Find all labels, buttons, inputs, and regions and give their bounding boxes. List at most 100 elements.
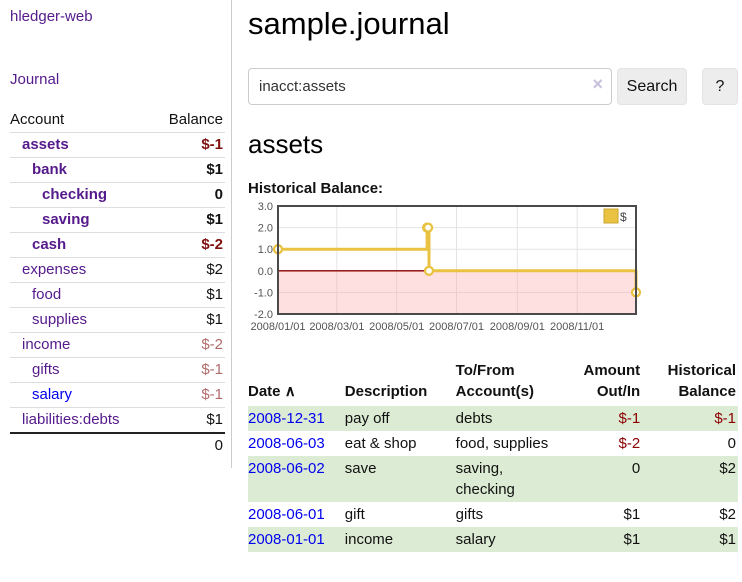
account-link-cash[interactable]: cash (32, 236, 67, 253)
transaction-balance: $2 (719, 506, 736, 523)
account-heading: assets (248, 129, 324, 159)
main-content: sample.journal × Search ? assets Histori… (232, 0, 742, 552)
transaction-description: gift (344, 506, 365, 523)
transaction-date-link[interactable]: 2008-06-02 (248, 460, 325, 477)
account-row: expenses $2 (10, 257, 225, 283)
search-button[interactable]: Search (617, 68, 687, 105)
transaction-amount: $-2 (618, 435, 641, 452)
account-balance: $1 (206, 311, 223, 328)
sidebar: hledger-web Journal Account Balance asse… (0, 0, 232, 468)
page-title: sample.journal (248, 6, 450, 41)
account-balance: $-2 (201, 336, 223, 353)
search-form: × Search ? (248, 68, 738, 105)
transaction-accounts: debts (455, 410, 493, 427)
account-row: saving $1 (10, 207, 225, 233)
transaction-accounts: salary (455, 531, 496, 548)
account-row: checking 0 (10, 182, 225, 208)
table-row: 2008-12-31 pay off debts $-1 $-1 (248, 406, 738, 431)
app-title-link[interactable]: hledger-web (10, 8, 93, 25)
chart-label: Historical Balance: (248, 180, 384, 197)
transaction-description: pay off (344, 410, 390, 427)
table-row: 2008-06-01 gift gifts $1 $2 (248, 502, 738, 527)
accounts-header-account: Account (10, 111, 65, 128)
account-row: food $1 (10, 282, 225, 308)
register-table: Date ∧ Description To/From Account(s) Am… (248, 360, 738, 552)
transaction-amount: $1 (623, 531, 641, 548)
svg-text:$: $ (620, 210, 627, 224)
search-input[interactable] (248, 68, 612, 105)
transaction-accounts: saving, checking (455, 460, 515, 498)
transaction-date-link[interactable]: 2008-06-01 (248, 506, 325, 523)
register-header-description: Description (344, 383, 428, 400)
transaction-description: income (344, 531, 394, 548)
transaction-description: save (344, 460, 377, 477)
accounts-header-balance: Balance (168, 111, 223, 128)
account-balance: $1 (206, 211, 223, 228)
table-row: 2008-01-01 income salary $1 $1 (248, 527, 738, 552)
register-header-accounts: To/From Account(s) (455, 362, 535, 400)
transaction-date-link[interactable]: 2008-06-03 (248, 435, 325, 452)
transaction-balance: $-1 (714, 410, 736, 427)
sort-ascending-icon: ∧ (284, 383, 296, 400)
register-header-amount: Amount Out/In (583, 362, 641, 400)
account-row: supplies $1 (10, 307, 225, 333)
svg-text:2008/03/01: 2008/03/01 (309, 321, 364, 333)
account-link-checking[interactable]: checking (42, 186, 108, 203)
svg-text:2008/09/01: 2008/09/01 (490, 321, 545, 333)
account-balance: $2 (206, 261, 223, 278)
transaction-amount: $1 (623, 506, 641, 523)
account-row: cash $-2 (10, 232, 225, 258)
table-row: 2008-06-03 eat & shop food, supplies $-2 0 (248, 431, 738, 456)
transaction-amount: $-1 (618, 410, 641, 427)
account-row: gifts $-1 (10, 357, 225, 383)
accounts-total-value: 0 (10, 432, 225, 458)
svg-text:-1.0: -1.0 (254, 287, 273, 299)
account-balance: $1 (206, 286, 223, 303)
sidebar-item-journal[interactable]: Journal (10, 71, 60, 88)
account-link-gifts[interactable]: gifts (32, 361, 60, 378)
transaction-description: eat & shop (344, 435, 417, 452)
transaction-balance: 0 (727, 435, 736, 452)
clear-search-icon[interactable]: × (592, 74, 603, 94)
table-row: 2008-06-02 save saving, checking 0 $2 (248, 456, 738, 502)
account-link-salary[interactable]: salary (32, 386, 73, 403)
account-link-liabilities-debts[interactable]: liabilities:debts (22, 411, 120, 428)
account-row: income $-2 (10, 332, 225, 358)
account-row: salary $-1 (10, 382, 225, 408)
account-link-assets[interactable]: assets (22, 136, 69, 153)
register-header-row: Date ∧ Description To/From Account(s) Am… (248, 360, 738, 406)
account-balance: $-2 (201, 236, 223, 253)
transaction-amount: 0 (631, 460, 641, 477)
account-link-income[interactable]: income (22, 336, 71, 353)
svg-text:1.0: 1.0 (258, 244, 273, 256)
register-header-date[interactable]: Date ∧ (248, 383, 296, 400)
svg-text:-2.0: -2.0 (254, 309, 273, 321)
account-balance: $-1 (201, 361, 223, 378)
account-row: liabilities:debts $1 (10, 407, 225, 434)
accounts-table: Account Balance assets $-1 bank $1 checking 0… (10, 108, 225, 458)
register-header-balance: Historical Balance (667, 362, 736, 400)
transaction-date-link[interactable]: 2008-01-01 (248, 531, 325, 548)
account-link-expenses[interactable]: expenses (22, 261, 87, 278)
svg-text:0.0: 0.0 (258, 266, 273, 278)
svg-text:2.0: 2.0 (258, 223, 273, 235)
account-balance: $-1 (201, 136, 223, 153)
help-button[interactable]: ? (702, 68, 738, 105)
account-balance: $1 (206, 411, 223, 428)
account-link-saving[interactable]: saving (42, 211, 90, 228)
accounts-header-row: Account Balance (10, 108, 225, 133)
account-link-bank[interactable]: bank (32, 161, 68, 178)
account-balance: $-1 (201, 386, 223, 403)
svg-text:2008/05/01: 2008/05/01 (369, 321, 424, 333)
account-row: assets $-1 (10, 132, 225, 158)
svg-text:2008/01/01: 2008/01/01 (250, 321, 305, 333)
account-balance: $1 (206, 161, 223, 178)
account-link-food[interactable]: food (32, 286, 62, 303)
account-link-supplies[interactable]: supplies (32, 311, 88, 328)
accounts-total-row: 0 (10, 432, 225, 458)
svg-text:3.0: 3.0 (258, 201, 273, 213)
search-input-wrap: × (248, 68, 612, 105)
transaction-date-link[interactable]: 2008-12-31 (248, 410, 325, 427)
svg-text:2008/11/01: 2008/11/01 (550, 321, 604, 333)
